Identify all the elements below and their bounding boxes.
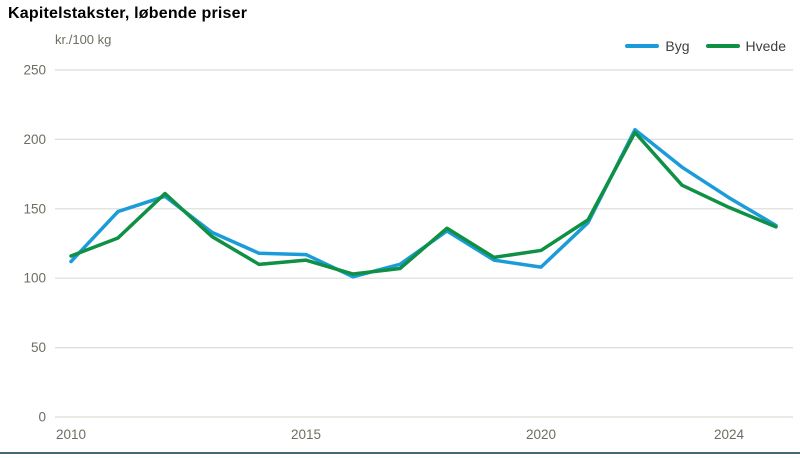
legend-item-hvede: Hvede <box>705 38 786 54</box>
y-tick-label-50: 50 <box>31 340 46 355</box>
byg-line-swatch <box>625 44 660 48</box>
y-tick-label-250: 250 <box>23 63 46 78</box>
y-tick-label-100: 100 <box>23 271 46 286</box>
x-tick-label-2020: 2020 <box>526 427 556 442</box>
chart-title: Kapitelstakster, løbende priser <box>8 5 248 22</box>
y-tick-label-0: 0 <box>38 410 46 425</box>
series-line-hvede <box>69 130 778 276</box>
legend: Byg Hvede <box>625 38 786 54</box>
legend-label-hvede: Hvede <box>745 38 786 54</box>
x-tick-label-2015: 2015 <box>291 427 321 442</box>
x-tick-label-2024: 2024 <box>714 427 745 442</box>
footer-divider <box>0 451 800 454</box>
legend-label-byg: Byg <box>665 38 690 54</box>
x-tick-label-2010: 2010 <box>56 427 86 442</box>
y-tick-label-150: 150 <box>23 201 46 216</box>
y-axis-unit-label: kr./100 kg <box>55 32 112 47</box>
legend-item-byg: Byg <box>625 38 690 54</box>
hvede-line-swatch <box>705 44 740 48</box>
y-tick-label-200: 200 <box>23 132 46 147</box>
